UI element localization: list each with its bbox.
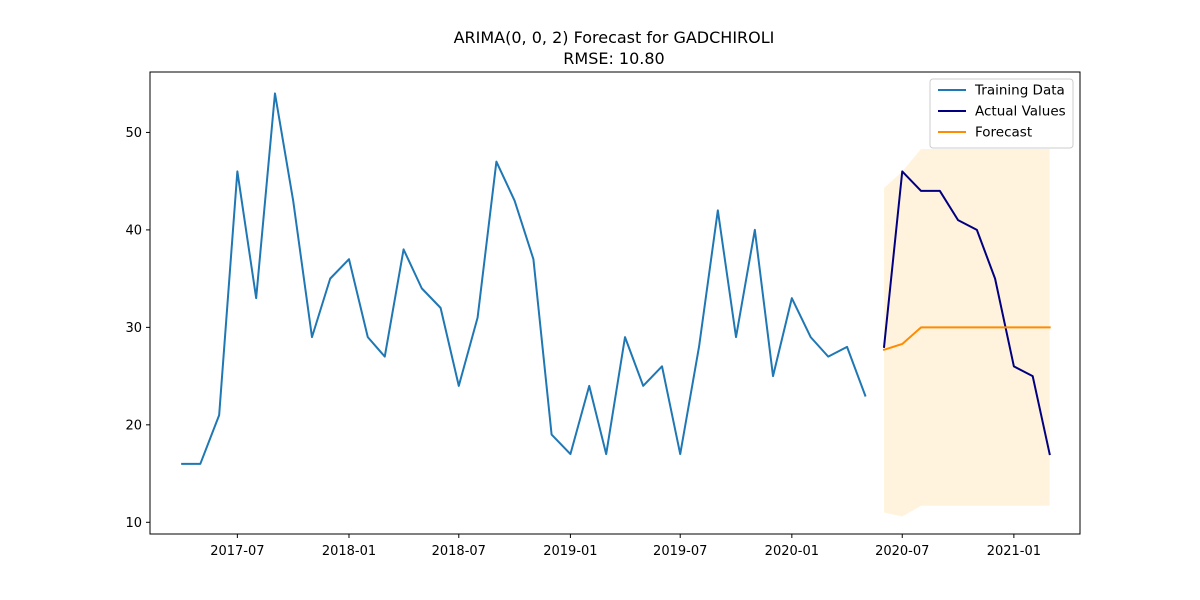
training-data-point [513, 199, 515, 201]
legend-item-training-data: Training Data [938, 83, 1065, 99]
x-tick-label: 2020-01 [765, 544, 819, 559]
training-data-line [181, 92, 867, 465]
training-data-point [846, 346, 848, 348]
training-data-point [458, 385, 460, 387]
forecast-point [1048, 326, 1050, 328]
training-data-point [569, 453, 571, 455]
actual-values-point [976, 229, 978, 231]
chart-subtitle: RMSE: 10.80 [563, 49, 664, 68]
actual-values-point [901, 170, 903, 172]
training-data-point [311, 336, 313, 338]
chart-title: ARIMA(0, 0, 2) Forecast for GADCHIROLI [454, 28, 775, 47]
training-data-point [218, 414, 220, 416]
x-axis: 2017-07 2018-01 2018-07 2019-01 2019-07 2020-… [210, 534, 1041, 559]
y-axis: 10 20 30 40 50 [125, 126, 150, 531]
x-tick-label: 2019-07 [653, 544, 707, 559]
training-data-point [772, 375, 774, 377]
x-tick-label: 2019-01 [543, 544, 597, 559]
training-data-point [236, 170, 238, 172]
training-data-point [605, 453, 607, 455]
x-tick-label: 2021-01 [987, 544, 1041, 559]
legend-label: Actual Values [975, 104, 1066, 120]
training-data-point [754, 229, 756, 231]
forecast-point [901, 343, 903, 345]
training-data-point [384, 355, 386, 357]
training-data-point [588, 385, 590, 387]
training-data-point [809, 336, 811, 338]
x-tick-label: 2018-07 [432, 544, 486, 559]
plot-area [150, 72, 1080, 534]
training-data-point [348, 258, 350, 260]
training-data-point [439, 307, 441, 309]
actual-values-point [883, 346, 885, 348]
actual-values-point [957, 219, 959, 221]
training-data-point [827, 355, 829, 357]
confidence-band-layer [884, 149, 1050, 517]
y-tick-label: 20 [125, 418, 142, 433]
training-data-point [661, 365, 663, 367]
forecast-point [1031, 326, 1033, 328]
confidence-band [884, 149, 1050, 517]
x-tick-label: 2017-07 [210, 544, 264, 559]
training-data-point [255, 297, 257, 299]
forecast-point [976, 326, 978, 328]
forecast-point [1013, 326, 1015, 328]
forecast-point [883, 349, 885, 351]
training-data-point [550, 433, 552, 435]
actual-values-point [994, 277, 996, 279]
training-data-point [367, 336, 369, 338]
training-data-point [642, 385, 644, 387]
training-data-point [476, 316, 478, 318]
actual-values-point [1048, 453, 1050, 455]
training-data-point [791, 297, 793, 299]
training-data-point [864, 394, 866, 396]
training-data-point [698, 346, 700, 348]
legend: Training Data Actual Values Forecast [929, 78, 1074, 149]
training-data-point [421, 287, 423, 289]
y-tick-label: 30 [125, 321, 142, 336]
training-data-point [624, 336, 626, 338]
legend-label: Training Data [974, 83, 1065, 99]
training-data-point [181, 463, 183, 465]
actual-values-point [1031, 375, 1033, 377]
series-training-data [181, 92, 867, 465]
forecast-point [939, 326, 941, 328]
actual-values-line [882, 170, 1051, 456]
training-data-point [402, 248, 404, 250]
legend-label: Forecast [975, 125, 1032, 141]
y-tick-label: 40 [125, 223, 142, 238]
forecast-line [882, 326, 1051, 352]
forecast-point [957, 326, 959, 328]
training-data-point [274, 92, 276, 94]
training-data-point [679, 453, 681, 455]
legend-item-actual-values: Actual Values [938, 104, 1066, 120]
actual-values-point [1013, 365, 1015, 367]
series-actual-values [882, 170, 1051, 456]
series-forecast [882, 326, 1051, 352]
x-tick-label: 2020-07 [875, 544, 929, 559]
training-data-point [292, 199, 294, 201]
training-data-point [735, 336, 737, 338]
y-tick-label: 10 [125, 516, 142, 531]
actual-values-point [939, 190, 941, 192]
series-layer [181, 92, 1051, 465]
x-tick-label: 2018-01 [322, 544, 376, 559]
forecast-point [920, 326, 922, 328]
training-data-point [495, 160, 497, 162]
training-data-point [532, 258, 534, 260]
training-data-point [717, 209, 719, 211]
training-data-point [329, 277, 331, 279]
legend-box [929, 78, 1074, 149]
actual-values-point [920, 190, 922, 192]
y-tick-label: 50 [125, 126, 142, 141]
training-data-point [199, 463, 201, 465]
plot-frame [149, 71, 1081, 535]
legend-item-forecast: Forecast [938, 125, 1032, 141]
forecast-point [994, 326, 996, 328]
